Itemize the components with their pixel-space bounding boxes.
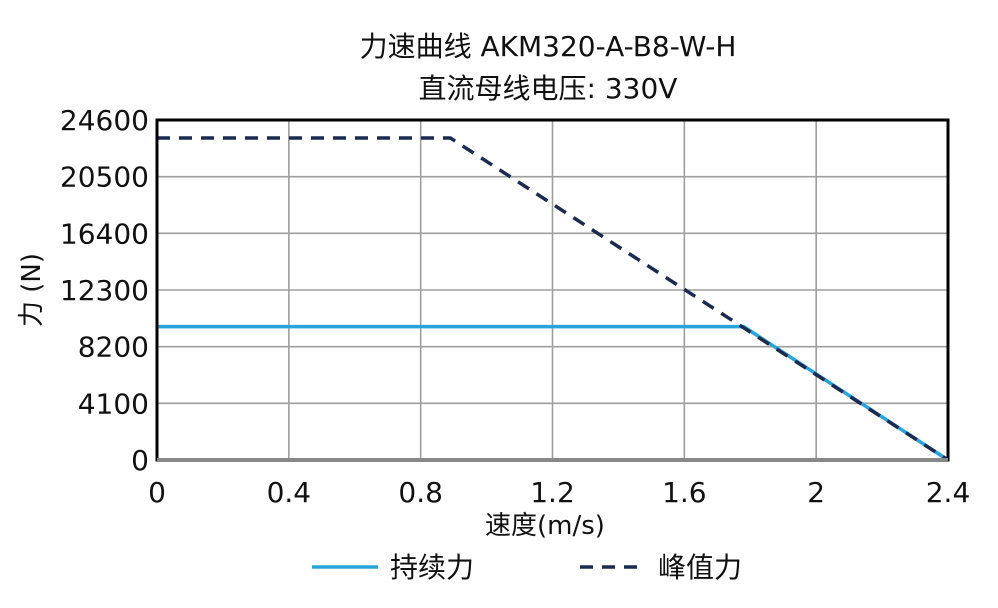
y-ticks: 0 4100 8200 12300 16400 20500 24600 bbox=[60, 104, 149, 477]
series-line bbox=[157, 136, 949, 462]
y-tick-label: 0 bbox=[131, 444, 149, 477]
y-tick-label: 20500 bbox=[60, 161, 149, 194]
y-tick-label: 12300 bbox=[60, 274, 149, 307]
legend: 持续力 峰值力 bbox=[312, 551, 742, 584]
chart-subtitle: 直流母线电压: 330V bbox=[419, 72, 678, 105]
x-tick-label: 2 bbox=[807, 476, 825, 509]
series-layer bbox=[157, 136, 949, 462]
x-ticks: 0 0.4 0.8 1.2 1.6 2 2.4 bbox=[148, 476, 970, 509]
legend-label: 持续力 bbox=[390, 551, 474, 584]
x-tick-label: 1.6 bbox=[662, 476, 707, 509]
x-tick-label: 0.4 bbox=[267, 476, 312, 509]
legend-label: 峰值力 bbox=[658, 551, 742, 584]
x-tick-label: 0 bbox=[148, 476, 166, 509]
chart-title: 力速曲线 AKM320-A-B8-W-H bbox=[360, 30, 737, 63]
y-tick-label: 4100 bbox=[78, 387, 149, 420]
x-tick-label: 2.4 bbox=[926, 476, 971, 509]
y-tick-label: 24600 bbox=[60, 104, 149, 137]
grid bbox=[156, 119, 949, 461]
y-tick-label: 16400 bbox=[60, 217, 149, 250]
x-tick-label: 1.2 bbox=[530, 476, 575, 509]
y-tick-label: 8200 bbox=[78, 331, 149, 364]
x-tick-label: 0.8 bbox=[398, 476, 443, 509]
x-axis-label: 速度(m/s) bbox=[485, 511, 605, 541]
y-axis-label: 力 (N) bbox=[17, 253, 47, 327]
